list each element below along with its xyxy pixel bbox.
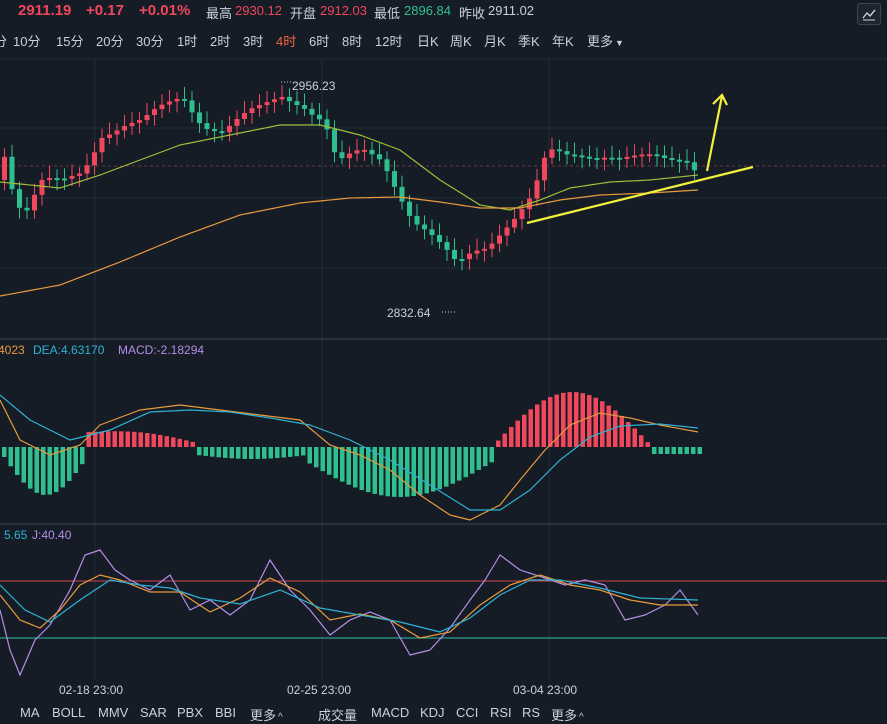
kdj-j-line [0,549,699,677]
tf-15min[interactable]: 15分 [56,34,84,49]
high-price-label: 2956.23 [292,79,336,93]
quote-bar: 2911.19 +0.17 +0.01% 最高 2930.12 开盘 2912.… [0,0,887,26]
x-axis-label-1: 02-18 23:00 [59,683,124,697]
tf-month[interactable]: 月K [484,34,506,49]
tf-12h[interactable]: 12时 [375,34,403,49]
tab-macd[interactable]: MACD [371,705,410,720]
trendline [526,165,754,225]
indicator-tabs: MA BOLL MMV SAR PBX BBI 更多 ^ 成交量 MACD KDJ… [0,700,887,723]
tab-volume[interactable]: 成交量 [318,708,358,723]
low-price-label: 2832.64 [387,306,431,320]
tab-mmv[interactable]: MMV [98,705,129,720]
tab-pbx[interactable]: PBX [177,705,204,720]
open-value: 2912.03 [320,3,367,18]
arrow-up-icon [705,93,728,172]
macd-histogram [2,392,702,497]
tf-day[interactable]: 日K [417,34,439,49]
chevron-up-icon: ^ [579,712,584,723]
prev-close-value: 2911.02 [488,3,535,18]
chart-settings-icon [862,9,876,21]
last-price: 2911.19 [18,2,72,19]
chart-settings-button[interactable] [857,3,881,25]
tf-3h[interactable]: 3时 [243,34,264,49]
tf-more-label: 更多 [587,34,614,49]
chevron-down-icon: ▼ [615,38,624,48]
tab-kdj[interactable]: KDJ [420,705,445,720]
tf-20min[interactable]: 20分 [96,34,124,49]
tab-ma[interactable]: MA [20,705,40,720]
kdj-j-label: J:40.40 [32,528,72,542]
tf-more[interactable]: 更多 ▼ [587,31,624,50]
high-label: 最高 [206,6,233,21]
tf-10min[interactable]: 10分 [13,34,41,49]
tf-2h[interactable]: 2时 [210,34,231,49]
ma-long-line [0,189,699,297]
kdj-d-line [0,579,699,633]
low-value: 2896.84 [404,3,451,18]
chevron-up-icon: ^ [278,712,283,723]
kdj-d-label: 5.65 [4,528,28,542]
tab-bbi[interactable]: BBI [215,705,236,720]
tab-cci[interactable]: CCI [456,705,479,720]
x-axis-label-3: 03-04 23:00 [513,683,578,697]
tf-year[interactable]: 年K [552,34,574,49]
tf-30min[interactable]: 30分 [136,34,164,49]
tab-rsi[interactable]: RSI [490,705,512,720]
kdj-k-line [0,574,698,639]
timeframe-bar: 分 10分 15分 20分 30分 1时 2时 3时 4时 6时 8时 12时 … [0,27,887,51]
macd-dif-label: 4023 [0,343,25,357]
prev-close-label: 昨收 [459,6,486,21]
tab-rs[interactable]: RS [522,705,541,720]
tab-sar[interactable]: SAR [140,705,167,720]
macd-value-label: MACD:-2.18294 [118,343,205,357]
grid [0,58,887,680]
tab-more-sub[interactable]: 更多 ^ [551,705,584,724]
low-label: 最低 [374,6,401,21]
macd-dea-line [0,394,699,511]
candlesticks [2,84,697,271]
panel-dividers [0,338,887,525]
macd-dea-label: DEA:4.63170 [33,343,105,357]
ma-short-line [0,124,699,211]
tf-4h[interactable]: 4时 [276,34,297,49]
chart-area[interactable] [0,54,887,700]
tab-more-main-label: 更多 [250,708,277,723]
tab-more-main[interactable]: 更多 ^ [250,705,283,724]
high-value: 2930.12 [235,3,282,18]
tab-more-sub-label: 更多 [551,708,578,723]
macd-dif-line [0,399,699,521]
tf-1h[interactable]: 1时 [177,34,198,49]
tf-quarter[interactable]: 季K [518,34,540,49]
price-change: +0.17 [86,2,124,19]
tf-6h[interactable]: 6时 [309,34,330,49]
tf-8h[interactable]: 8时 [342,34,363,49]
tf-5min[interactable]: 分 [0,34,8,49]
open-label: 开盘 [290,6,317,21]
tf-week[interactable]: 周K [450,34,472,49]
tab-boll[interactable]: BOLL [52,705,86,720]
x-axis-label-2: 02-25 23:00 [287,683,352,697]
price-change-pct: +0.01% [139,2,191,19]
